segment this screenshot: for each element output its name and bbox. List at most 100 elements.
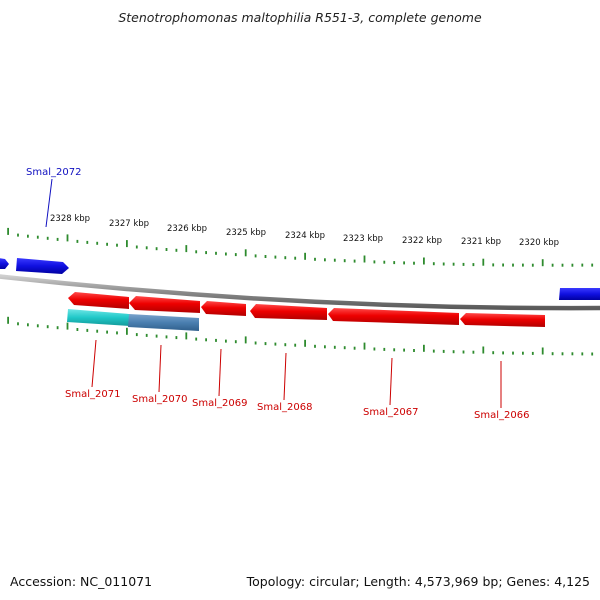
minor-tick <box>27 323 29 327</box>
minor-tick <box>294 343 297 347</box>
leader-line-smal-2068 <box>283 352 287 401</box>
minor-tick <box>96 329 99 333</box>
forward-strand-genes <box>0 258 600 300</box>
minor-tick <box>17 322 19 326</box>
gene-arrow-smal-2070[interactable] <box>129 296 200 313</box>
minor-tick <box>472 263 475 267</box>
minor-tick <box>86 328 89 332</box>
gene-arrow-partial-left[interactable] <box>0 258 9 269</box>
minor-tick <box>76 239 79 243</box>
scale-label: 2324 kbp <box>285 231 325 241</box>
leader-line-smal-2071 <box>91 339 97 388</box>
minor-tick <box>502 351 504 355</box>
minor-tick <box>333 258 336 262</box>
genome-summary-text: Topology: circular; Length: 4,573,969 bp… <box>246 574 590 589</box>
gene-arrow-smal-2066[interactable] <box>460 313 545 327</box>
major-tick <box>363 342 366 350</box>
minor-tick <box>116 331 118 335</box>
gene-label-smal-2071[interactable]: Smal_2071 <box>65 389 120 400</box>
minor-tick <box>46 236 49 240</box>
minor-tick <box>36 235 39 239</box>
scale-label: 2327 kbp <box>109 219 149 229</box>
minor-tick <box>452 262 455 266</box>
minor-tick <box>175 248 178 252</box>
minor-tick <box>274 255 277 259</box>
minor-tick <box>571 352 574 356</box>
minor-tick <box>324 345 326 349</box>
scale-label: 2323 kbp <box>343 234 383 244</box>
minor-tick <box>274 342 277 346</box>
major-tick <box>7 227 9 235</box>
minor-tick <box>195 250 198 254</box>
gene-block-cyan[interactable] <box>67 309 129 326</box>
minor-tick <box>324 258 326 262</box>
minor-tick <box>333 345 336 349</box>
gene-arrow-smal-2068[interactable] <box>250 304 327 320</box>
scale-label: 2321 kbp <box>461 237 501 247</box>
major-tick <box>363 255 366 263</box>
minor-tick <box>314 257 316 261</box>
scale-label: 2328 kbp <box>50 214 90 224</box>
outer-tick-ring <box>7 227 594 267</box>
minor-tick <box>403 261 405 265</box>
gene-block-steel[interactable] <box>128 314 199 331</box>
minor-tick <box>155 247 158 251</box>
gene-arrow-smal-2069[interactable] <box>201 301 246 316</box>
minor-tick <box>205 338 207 342</box>
minor-tick <box>531 351 534 355</box>
gene-label-smal-2072[interactable]: Smal_2072 <box>26 167 81 178</box>
gene-label-smal-2069[interactable]: Smal_2069 <box>192 398 247 409</box>
minor-tick <box>46 325 49 329</box>
minor-tick <box>205 251 207 255</box>
minor-tick <box>561 352 564 356</box>
major-tick <box>423 344 425 352</box>
minor-tick <box>284 343 287 347</box>
minor-tick <box>225 339 227 343</box>
major-tick <box>423 257 425 265</box>
gene-arrow-smal-2071[interactable] <box>68 292 129 309</box>
gene-label-smal-2070[interactable]: Smal_2070 <box>132 394 187 405</box>
accession-text: Accession: NC_011071 <box>10 574 153 589</box>
gene-labels: Smal_2072 Smal_2071 Smal_2070 Smal_2069 … <box>26 167 529 421</box>
minor-tick <box>413 349 415 352</box>
minor-tick <box>294 256 297 260</box>
minor-tick <box>254 341 257 345</box>
minor-tick <box>234 253 237 257</box>
gene-arrow-partial-right[interactable] <box>559 288 600 300</box>
minor-tick <box>353 346 356 350</box>
minor-tick <box>512 351 514 355</box>
minor-tick <box>383 347 386 351</box>
gene-label-smal-2067[interactable]: Smal_2067 <box>363 407 418 418</box>
reverse-strand-genes <box>67 292 545 331</box>
scale-label: 2326 kbp <box>167 224 207 234</box>
gene-arrow-smal-2072[interactable] <box>16 258 69 274</box>
minor-tick <box>86 240 89 244</box>
leader-line-smal-2069 <box>218 348 222 397</box>
minor-tick <box>432 262 435 266</box>
leader-line-smal-2067 <box>389 357 393 406</box>
minor-tick <box>531 263 534 267</box>
scale-label: 2325 kbp <box>226 228 266 238</box>
gene-label-smal-2068[interactable]: Smal_2068 <box>257 402 312 413</box>
minor-tick <box>76 328 79 331</box>
minor-tick <box>234 340 237 344</box>
minor-tick <box>145 333 148 337</box>
minor-tick <box>591 263 594 267</box>
minor-tick <box>106 242 108 246</box>
minor-tick <box>56 326 59 330</box>
major-tick <box>185 245 188 253</box>
minor-tick <box>36 324 39 328</box>
minor-tick <box>215 251 217 255</box>
gene-arrow-smal-2067[interactable] <box>328 308 459 325</box>
minor-tick <box>561 263 564 267</box>
minor-tick <box>106 330 108 334</box>
gene-label-smal-2066[interactable]: Smal_2066 <box>474 410 529 421</box>
minor-tick <box>591 352 594 356</box>
minor-tick <box>442 262 445 266</box>
minor-tick <box>442 349 445 353</box>
minor-tick <box>284 256 287 260</box>
minor-tick <box>512 263 514 267</box>
minor-tick <box>215 338 217 342</box>
minor-tick <box>393 348 396 352</box>
